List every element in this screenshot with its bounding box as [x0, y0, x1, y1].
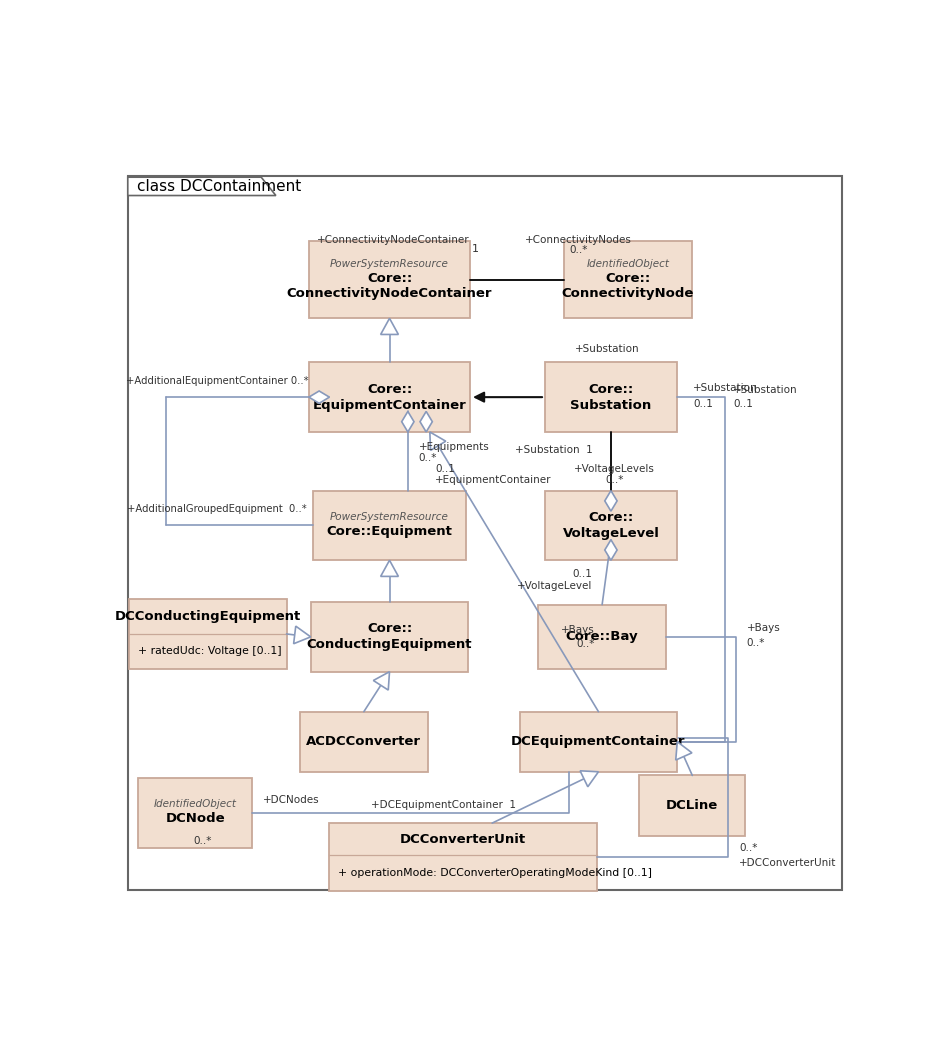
Text: 0..1: 0..1 — [693, 400, 713, 409]
Text: 0..*: 0..* — [193, 836, 212, 846]
Text: class DCContainment: class DCContainment — [136, 179, 301, 194]
Polygon shape — [429, 431, 446, 450]
Bar — [639, 775, 745, 836]
Text: IdentifiedObject: IdentifiedObject — [587, 258, 669, 269]
Polygon shape — [308, 391, 329, 403]
Bar — [545, 491, 677, 560]
Text: +Equipments: +Equipments — [419, 442, 490, 452]
Text: Core::: Core:: — [367, 272, 412, 285]
Text: +DCConverterUnit: +DCConverterUnit — [739, 858, 836, 867]
Text: +DCNodes: +DCNodes — [263, 794, 320, 805]
Text: DCEquipmentContainer: DCEquipmentContainer — [511, 735, 686, 748]
Text: 0..*: 0..* — [419, 453, 437, 463]
Text: +AdditionalEquipmentContainer 0..*: +AdditionalEquipmentContainer 0..* — [126, 376, 308, 386]
Bar — [308, 362, 470, 431]
Text: + ratedUdc: Voltage [0..1]: + ratedUdc: Voltage [0..1] — [138, 646, 281, 656]
Text: ACDCConverter: ACDCConverter — [307, 735, 421, 748]
Text: 0..1: 0..1 — [572, 569, 592, 578]
Text: 0..*: 0..* — [569, 245, 587, 254]
Polygon shape — [420, 411, 432, 431]
Text: Core::: Core:: — [605, 272, 651, 285]
Bar — [129, 599, 287, 669]
Text: Core::: Core:: — [367, 383, 412, 396]
Text: Substation: Substation — [570, 399, 652, 411]
Text: Core::Bay: Core::Bay — [566, 631, 639, 644]
Text: Core::Equipment: Core::Equipment — [326, 524, 452, 538]
Text: DCConductingEquipment: DCConductingEquipment — [114, 610, 301, 622]
Text: PowerSystemResource: PowerSystemResource — [330, 512, 449, 521]
Text: +ConnectivityNodeContainer: +ConnectivityNodeContainer — [317, 234, 469, 245]
Polygon shape — [580, 771, 599, 787]
Bar — [312, 491, 466, 560]
Text: +VoltageLevel: +VoltageLevel — [517, 581, 592, 591]
Polygon shape — [380, 560, 398, 576]
Bar — [564, 242, 692, 319]
Polygon shape — [293, 626, 310, 644]
Text: Core::: Core:: — [367, 622, 412, 635]
Polygon shape — [604, 540, 617, 560]
Bar — [310, 602, 468, 672]
Bar — [538, 605, 666, 669]
Text: +EquipmentContainer: +EquipmentContainer — [435, 475, 552, 484]
Text: 0..1: 0..1 — [435, 463, 455, 474]
Polygon shape — [402, 411, 414, 431]
Text: PowerSystemResource: PowerSystemResource — [330, 258, 449, 269]
Polygon shape — [374, 672, 390, 690]
Bar — [138, 778, 252, 847]
Text: EquipmentContainer: EquipmentContainer — [312, 399, 466, 411]
Bar — [300, 712, 428, 772]
Text: 0..*: 0..* — [739, 843, 758, 853]
Text: ConductingEquipment: ConductingEquipment — [307, 638, 472, 651]
Text: VoltageLevel: VoltageLevel — [563, 528, 659, 540]
Text: +Substation: +Substation — [693, 383, 758, 394]
Polygon shape — [128, 177, 276, 195]
Text: 0..1: 0..1 — [733, 400, 753, 409]
Bar — [545, 362, 677, 431]
Text: IdentifiedObject: IdentifiedObject — [154, 799, 236, 809]
Text: + operationMode: DCConverterOperatingModeKind [0..1]: + operationMode: DCConverterOperatingMod… — [338, 868, 652, 878]
Text: Core::: Core:: — [588, 511, 634, 524]
Text: DCNode: DCNode — [166, 812, 225, 825]
Bar — [329, 823, 597, 890]
Text: +Bays: +Bays — [561, 625, 595, 634]
Text: +Substation  1: +Substation 1 — [515, 445, 592, 456]
Text: 1: 1 — [472, 244, 479, 254]
Text: +ConnectivityNodes: +ConnectivityNodes — [525, 234, 632, 245]
Text: ConnectivityNode: ConnectivityNode — [562, 287, 694, 300]
Text: DCLine: DCLine — [666, 799, 718, 812]
Text: Core::: Core:: — [588, 383, 634, 396]
Bar — [519, 712, 677, 772]
Text: ConnectivityNodeContainer: ConnectivityNodeContainer — [287, 287, 492, 300]
Text: +Bays: +Bays — [746, 624, 780, 633]
Text: +DCEquipmentContainer  1: +DCEquipmentContainer 1 — [371, 800, 516, 810]
Text: +VoltageLevels: +VoltageLevels — [574, 463, 655, 474]
Text: 0..*: 0..* — [746, 637, 765, 648]
Text: 0..*: 0..* — [605, 475, 623, 484]
Bar — [308, 242, 470, 319]
Text: +AdditionalGroupedEquipment  0..*: +AdditionalGroupedEquipment 0..* — [128, 504, 307, 515]
Text: +Substation: +Substation — [733, 385, 798, 395]
Text: DCConverterUnit: DCConverterUnit — [400, 832, 526, 846]
Polygon shape — [380, 319, 398, 334]
Polygon shape — [604, 491, 617, 511]
Text: +Substation: +Substation — [575, 344, 639, 354]
Polygon shape — [675, 742, 692, 760]
Text: 0..*: 0..* — [576, 639, 595, 649]
